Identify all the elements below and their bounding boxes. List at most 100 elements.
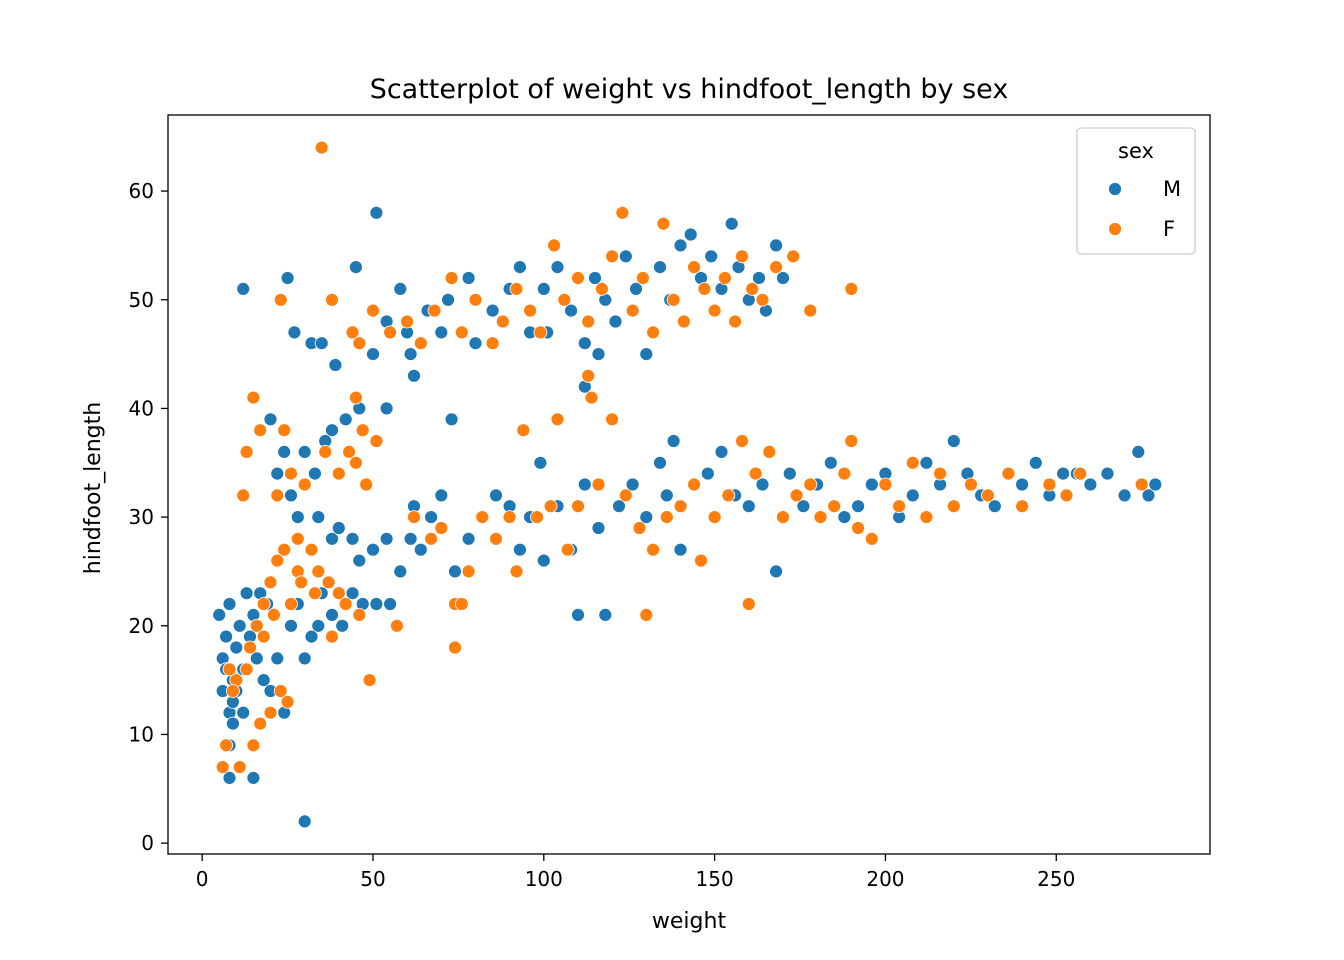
point-m-100: [714, 444, 729, 459]
y-tick-label-20: 20: [129, 614, 154, 638]
point-m-40: [724, 216, 739, 231]
point-m-38: [704, 249, 719, 264]
point-f-65: [352, 608, 367, 622]
point-f-112: [591, 477, 606, 492]
point-f-54: [270, 488, 285, 503]
point-f-32: [697, 281, 712, 296]
point-f-33: [707, 303, 722, 318]
point-f-150: [1134, 477, 1149, 492]
point-f-114: [618, 488, 633, 503]
point-m-106: [796, 499, 811, 514]
point-m-131: [1141, 488, 1156, 503]
point-m-0: [236, 281, 251, 296]
point-f-91: [307, 586, 322, 601]
x-tick-label-250: 250: [1037, 867, 1075, 891]
point-m-24: [550, 260, 565, 275]
point-f-144: [981, 488, 995, 503]
point-f-131: [813, 510, 828, 524]
point-f-149: [1073, 466, 1088, 481]
point-f-117: [646, 542, 660, 557]
point-m-11: [403, 347, 418, 362]
point-f-62: [321, 575, 336, 590]
point-f-80: [215, 760, 230, 774]
point-f-86: [280, 695, 295, 709]
point-m-103: [755, 477, 770, 492]
point-m-32: [639, 347, 654, 362]
point-m-120: [987, 499, 1002, 514]
point-m-66: [345, 531, 360, 546]
point-m-36: [683, 227, 698, 242]
point-f-52: [284, 466, 298, 481]
point-f-110: [581, 368, 596, 383]
point-f-88: [266, 608, 281, 622]
point-m-168: [383, 597, 398, 611]
point-f-116: [639, 608, 654, 622]
point-f-115: [632, 521, 647, 535]
point-m-105: [782, 466, 797, 481]
point-f-67: [389, 618, 404, 633]
point-f-23: [605, 249, 619, 264]
point-f-17: [533, 325, 548, 340]
point-m-70: [393, 564, 408, 579]
point-f-49: [331, 466, 346, 481]
point-m-65: [331, 521, 346, 535]
point-f-44: [369, 434, 384, 448]
point-f-9: [427, 303, 442, 318]
point-f-92: [325, 629, 339, 644]
point-m-111: [864, 477, 879, 492]
point-f-56: [246, 390, 261, 405]
point-f-3: [345, 325, 360, 340]
point-f-77: [225, 684, 240, 698]
point-f-64: [338, 597, 353, 611]
point-f-70: [270, 553, 285, 568]
point-m-159: [284, 618, 298, 633]
point-f-143: [964, 477, 978, 492]
point-f-134: [844, 434, 859, 448]
point-m-125: [1056, 466, 1070, 481]
point-f-107: [550, 412, 565, 427]
point-m-167: [369, 597, 384, 611]
point-m-89: [591, 521, 606, 535]
point-m-2: [287, 325, 302, 340]
point-m-135: [219, 629, 234, 644]
point-m-163: [325, 608, 339, 622]
point-f-121: [694, 553, 708, 568]
point-m-127: [1083, 477, 1098, 492]
point-m-149: [225, 716, 240, 731]
point-f-98: [448, 640, 462, 655]
point-m-1: [280, 271, 295, 285]
point-f-2: [325, 292, 339, 307]
point-m-110: [851, 499, 865, 514]
point-m-57: [307, 466, 322, 481]
point-m-153: [236, 705, 251, 720]
point-f-148: [1059, 488, 1074, 503]
point-f-45: [355, 423, 370, 438]
point-f-125: [741, 597, 756, 611]
x-tick-label-150: 150: [696, 867, 734, 891]
point-f-6: [383, 325, 398, 340]
point-f-103: [509, 564, 524, 579]
point-f-69: [277, 542, 292, 557]
point-f-25: [625, 303, 640, 318]
y-axis-label: hindfoot_length: [81, 402, 106, 574]
point-f-73: [249, 618, 264, 633]
point-m-33: [653, 260, 667, 275]
point-f-129: [789, 488, 804, 503]
y-tick-label-10: 10: [129, 722, 154, 746]
point-f-43: [348, 390, 363, 405]
point-f-118: [659, 510, 674, 524]
point-m-170: [311, 618, 326, 633]
point-m-151: [222, 771, 237, 785]
point-f-40: [786, 249, 801, 264]
point-f-5: [366, 303, 380, 318]
point-m-136: [222, 597, 237, 611]
point-m-23: [536, 281, 551, 296]
point-f-8: [413, 336, 428, 351]
point-f-113: [605, 412, 619, 427]
legend-label-f: F: [1163, 217, 1175, 241]
point-f-19: [557, 292, 572, 307]
point-f-55: [253, 423, 268, 438]
point-f-105: [530, 510, 544, 524]
point-m-154: [246, 771, 261, 785]
point-f-36: [735, 249, 749, 264]
